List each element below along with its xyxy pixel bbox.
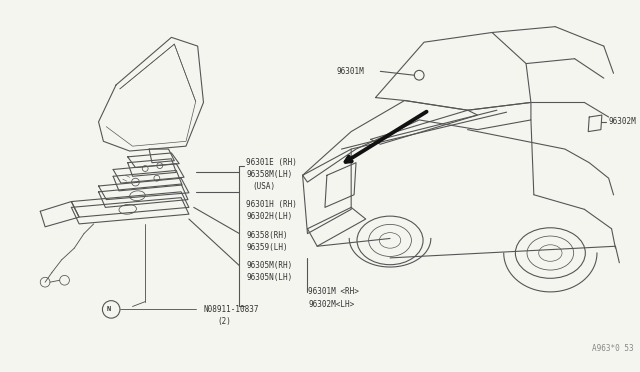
Text: 96359(LH): 96359(LH) — [246, 243, 288, 252]
Text: 96301E (RH): 96301E (RH) — [246, 158, 297, 167]
Text: 96358M(LH): 96358M(LH) — [246, 170, 292, 179]
Text: 96358(RH): 96358(RH) — [246, 231, 288, 240]
Text: N08911-10837: N08911-10837 — [204, 305, 259, 314]
Text: N: N — [106, 307, 110, 312]
Text: 96302M: 96302M — [609, 118, 636, 126]
Text: 96305N(LH): 96305N(LH) — [246, 273, 292, 282]
Text: A963*0 53: A963*0 53 — [592, 344, 634, 353]
Text: 96301M: 96301M — [337, 67, 364, 76]
Text: 96302M<LH>: 96302M<LH> — [308, 300, 355, 309]
Text: (USA): (USA) — [252, 182, 275, 190]
Text: 96305M(RH): 96305M(RH) — [246, 261, 292, 270]
Text: 96301H (RH): 96301H (RH) — [246, 200, 297, 209]
Text: (2): (2) — [217, 317, 231, 326]
Text: 96302H(LH): 96302H(LH) — [246, 212, 292, 221]
Text: 96301M <RH>: 96301M <RH> — [308, 288, 359, 296]
